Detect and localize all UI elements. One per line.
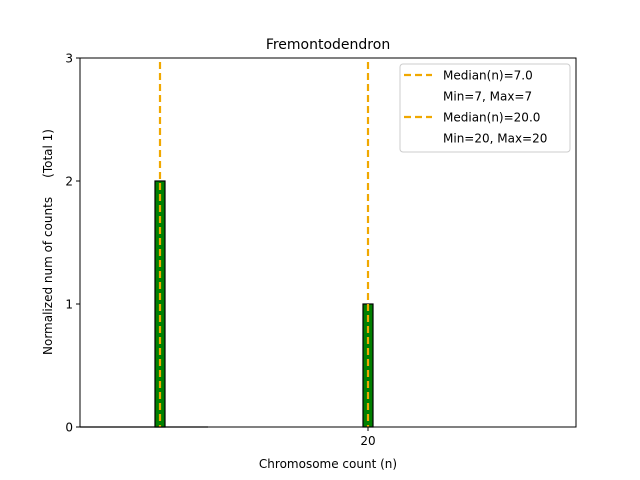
y-axis-label: Normalized num of counts (Total 1) [41,129,55,355]
y-tick-label-0: 0 [65,421,73,435]
legend: Median(n)=7.0 Min=7, Max=7 Median(n)=20.0 M… [399,63,571,153]
legend-entry-0: Median(n)=7.0 [443,69,533,83]
legend-note-0: Min=7, Max=7 [443,90,532,104]
legend-box [399,63,571,153]
y-tick-label-3: 3 [65,52,73,66]
chart-title: Fremontodendron [266,37,390,53]
axes-frame [79,57,577,428]
legend-entry-1: Median(n)=20.0 [443,111,540,125]
x-axis-label: Chromosome count (n) [259,457,397,471]
plot-area: 0 1 2 3 20 [65,52,577,448]
x-tick-label-0: 20 [360,434,375,448]
legend-note-1: Min=20, Max=20 [443,132,547,146]
y-tick-label-1: 1 [65,298,73,312]
y-tick-label-2: 2 [65,175,73,189]
